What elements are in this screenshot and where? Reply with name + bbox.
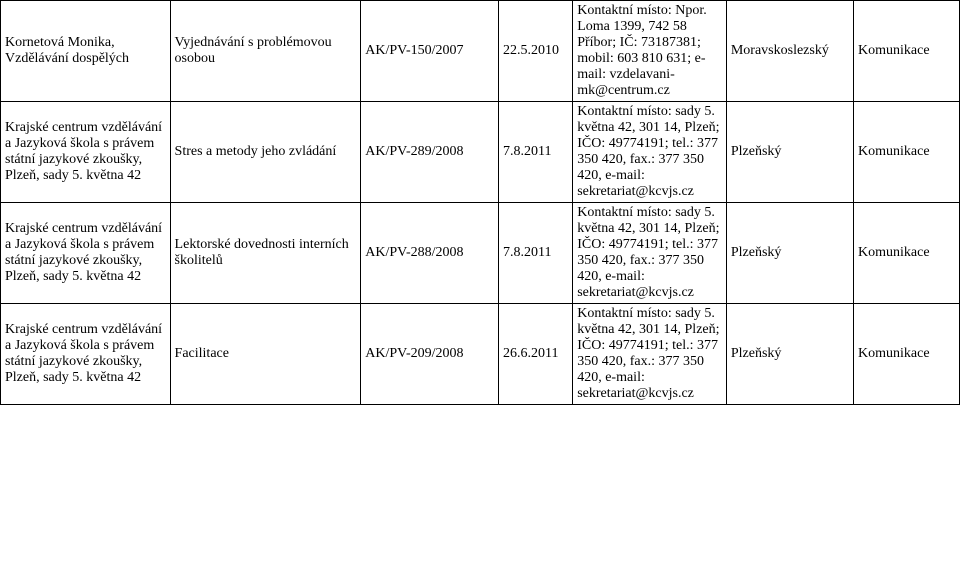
table-row: Krajské centrum vzdělávání a Jazyková šk… xyxy=(1,102,960,203)
table-body: Kornetová Monika, Vzdělávání dospělých V… xyxy=(1,1,960,405)
cell-code: AK/PV-289/2008 xyxy=(361,102,499,203)
cell-code: AK/PV-209/2008 xyxy=(361,304,499,405)
data-table: Kornetová Monika, Vzdělávání dospělých V… xyxy=(0,0,960,405)
page: Kornetová Monika, Vzdělávání dospělých V… xyxy=(0,0,960,571)
cell-organization: Krajské centrum vzdělávání a Jazyková šk… xyxy=(1,304,171,405)
cell-course: Vyjednávání s problémovou osobou xyxy=(170,1,361,102)
cell-category: Komunikace xyxy=(854,304,960,405)
table-row: Krajské centrum vzdělávání a Jazyková šk… xyxy=(1,203,960,304)
cell-date: 7.8.2011 xyxy=(499,102,573,203)
cell-date: 26.6.2011 xyxy=(499,304,573,405)
table-row: Krajské centrum vzdělávání a Jazyková šk… xyxy=(1,304,960,405)
cell-course: Facilitace xyxy=(170,304,361,405)
cell-code: AK/PV-288/2008 xyxy=(361,203,499,304)
cell-region: Moravskoslezský xyxy=(726,1,853,102)
cell-course: Stres a metody jeho zvládání xyxy=(170,102,361,203)
cell-organization: Krajské centrum vzdělávání a Jazyková šk… xyxy=(1,102,171,203)
cell-date: 7.8.2011 xyxy=(499,203,573,304)
cell-region: Plzeňský xyxy=(726,304,853,405)
cell-contact: Kontaktní místo: sady 5. května 42, 301 … xyxy=(573,203,727,304)
cell-code: AK/PV-150/2007 xyxy=(361,1,499,102)
cell-category: Komunikace xyxy=(854,1,960,102)
cell-date: 22.5.2010 xyxy=(499,1,573,102)
cell-organization: Krajské centrum vzdělávání a Jazyková šk… xyxy=(1,203,171,304)
cell-category: Komunikace xyxy=(854,102,960,203)
cell-region: Plzeňský xyxy=(726,203,853,304)
cell-course: Lektorské dovednosti interních školitelů xyxy=(170,203,361,304)
cell-contact: Kontaktní místo: sady 5. května 42, 301 … xyxy=(573,304,727,405)
cell-contact: Kontaktní místo: Npor. Loma 1399, 742 58… xyxy=(573,1,727,102)
cell-organization: Kornetová Monika, Vzdělávání dospělých xyxy=(1,1,171,102)
cell-region: Plzeňský xyxy=(726,102,853,203)
cell-category: Komunikace xyxy=(854,203,960,304)
cell-contact: Kontaktní místo: sady 5. května 42, 301 … xyxy=(573,102,727,203)
table-row: Kornetová Monika, Vzdělávání dospělých V… xyxy=(1,1,960,102)
